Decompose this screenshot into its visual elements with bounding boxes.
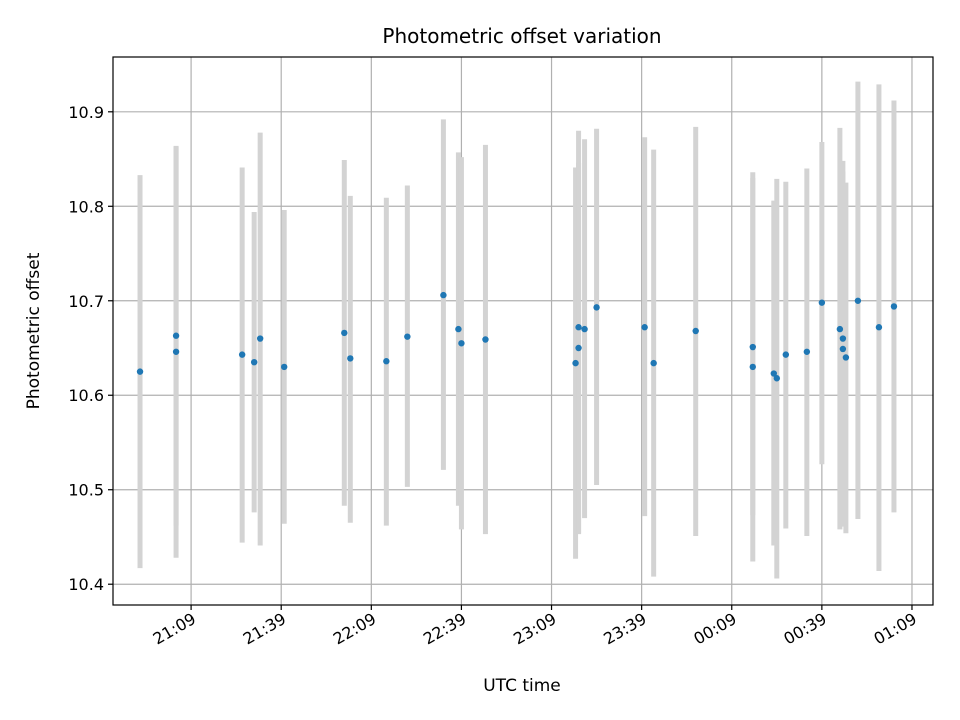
data-point	[172, 332, 180, 339]
data-point	[136, 368, 144, 375]
data-point	[842, 354, 850, 361]
y-tick-label: 10.7	[68, 292, 104, 311]
data-point	[341, 329, 348, 337]
data-point	[572, 359, 579, 367]
y-axis-ticks: 10.4 10.5 10.6 10.7 10.8 10.9	[68, 103, 113, 594]
data-point	[593, 304, 600, 311]
data-point	[836, 325, 844, 333]
data-point	[458, 340, 465, 347]
data-point	[250, 358, 258, 366]
data-point	[482, 336, 489, 343]
y-tick-label: 10.6	[68, 386, 104, 405]
y-tick-label: 10.4	[68, 575, 104, 594]
data-point	[440, 291, 447, 299]
data-point	[575, 324, 582, 331]
data-point	[383, 358, 390, 365]
data-point	[575, 344, 582, 352]
data-point	[641, 324, 648, 331]
data-point	[238, 351, 246, 358]
y-tick-label: 10.9	[68, 103, 104, 122]
data-point	[782, 351, 790, 358]
data-points	[136, 291, 898, 382]
data-point	[281, 363, 288, 371]
data-point	[347, 355, 354, 362]
data-point	[172, 348, 180, 355]
x-axis-title: UTC time	[483, 676, 561, 696]
data-point	[773, 375, 781, 382]
data-point	[875, 324, 883, 331]
plot-frame	[112, 56, 934, 606]
data-point	[818, 299, 826, 306]
data-point	[404, 333, 411, 340]
data-point	[749, 343, 756, 351]
data-point	[749, 363, 756, 371]
y-axis-title: Photometric offset	[24, 252, 44, 409]
data-point	[650, 359, 657, 367]
data-point	[256, 335, 264, 342]
data-point	[770, 370, 778, 377]
data-point	[890, 303, 898, 310]
y-tick-label: 10.8	[68, 197, 104, 216]
data-point	[803, 348, 811, 355]
data-point	[692, 327, 699, 335]
data-point	[839, 335, 847, 342]
y-tick-label: 10.5	[68, 481, 104, 500]
data-point	[455, 325, 462, 333]
data-point	[581, 325, 588, 333]
data-point	[839, 345, 847, 353]
data-point	[854, 297, 862, 304]
chart-title: Photometric offset variation	[382, 24, 661, 48]
